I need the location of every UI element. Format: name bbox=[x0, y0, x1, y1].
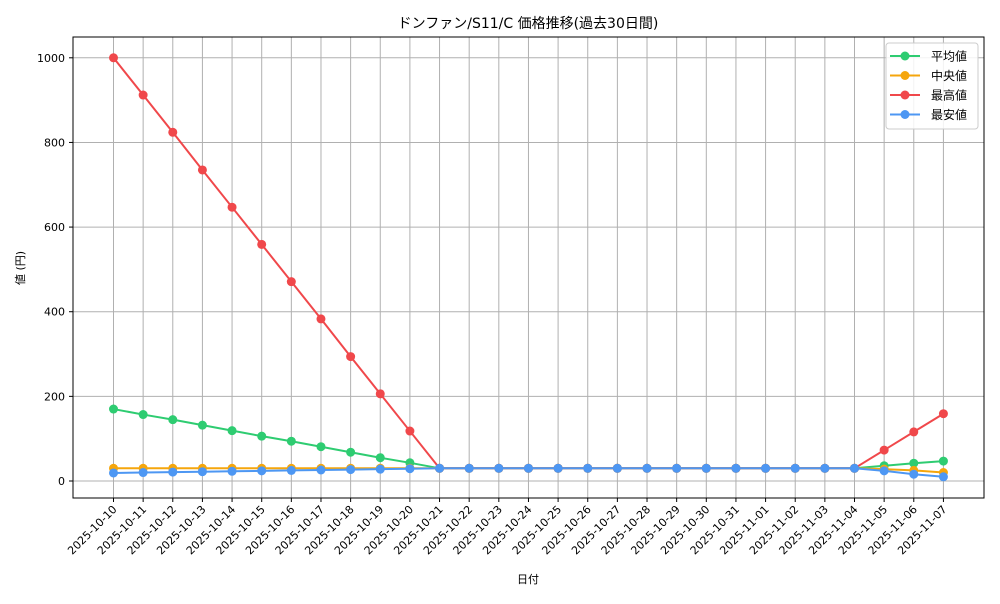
data-point bbox=[405, 426, 415, 436]
legend-marker-icon bbox=[900, 110, 910, 119]
data-point bbox=[227, 466, 237, 476]
data-point bbox=[938, 456, 948, 466]
data-point bbox=[286, 277, 296, 287]
data-point bbox=[316, 314, 326, 324]
data-point bbox=[257, 431, 267, 441]
data-point bbox=[346, 447, 356, 457]
series-layer bbox=[109, 53, 948, 482]
data-point bbox=[909, 469, 919, 479]
data-point bbox=[257, 466, 267, 476]
data-point bbox=[731, 463, 741, 473]
data-point bbox=[642, 463, 652, 473]
data-point bbox=[375, 389, 385, 399]
y-tick-label: 600 bbox=[44, 221, 65, 234]
data-point bbox=[109, 53, 118, 63]
data-point bbox=[138, 410, 148, 420]
y-axis-ticks: 0 200 400 600 800 1000 bbox=[37, 52, 73, 488]
data-point bbox=[168, 415, 178, 425]
legend-label: 最安値 bbox=[931, 107, 967, 122]
data-point bbox=[109, 404, 118, 414]
data-point bbox=[138, 468, 148, 478]
chart-title: ドンファン/S11/C 価格推移(過去30日間) bbox=[398, 16, 659, 32]
y-tick-label: 0 bbox=[58, 475, 65, 488]
data-point bbox=[138, 90, 148, 100]
data-point bbox=[257, 239, 267, 249]
y-tick-label: 800 bbox=[44, 136, 65, 149]
data-point bbox=[168, 467, 178, 477]
data-point bbox=[464, 463, 474, 473]
y-tick-label: 200 bbox=[44, 390, 65, 403]
y-tick-label: 400 bbox=[44, 306, 65, 319]
legend-item: 平均値 bbox=[890, 49, 967, 64]
legend-label: 最高値 bbox=[931, 88, 967, 103]
data-point bbox=[790, 463, 800, 473]
data-point bbox=[938, 409, 948, 419]
x-axis-label: 日付 bbox=[517, 573, 539, 586]
x-axis-ticks: 2025-10-102025-10-112025-10-122025-10-13… bbox=[65, 498, 950, 557]
legend-item: 中央値 bbox=[890, 68, 967, 83]
data-point bbox=[227, 202, 237, 212]
data-point bbox=[820, 463, 830, 473]
legend-marker-icon bbox=[900, 51, 910, 61]
data-point bbox=[553, 463, 563, 473]
y-axis-label: 値 (円) bbox=[14, 251, 27, 285]
data-point bbox=[879, 445, 889, 455]
data-point bbox=[286, 436, 296, 446]
data-point bbox=[168, 127, 178, 137]
data-point bbox=[346, 465, 356, 475]
data-point bbox=[316, 465, 326, 475]
data-point bbox=[316, 442, 326, 452]
legend-label: 平均値 bbox=[931, 49, 967, 64]
legend-item: 最安値 bbox=[890, 107, 967, 122]
data-point bbox=[701, 463, 711, 473]
legend-item: 最高値 bbox=[890, 88, 967, 103]
data-point bbox=[938, 472, 948, 482]
data-point bbox=[850, 463, 859, 473]
series-line bbox=[109, 463, 948, 482]
data-point bbox=[435, 463, 445, 473]
data-point bbox=[375, 453, 385, 463]
legend-marker-icon bbox=[900, 90, 910, 100]
data-point bbox=[346, 352, 356, 362]
data-point bbox=[405, 464, 415, 474]
legend-label: 中央値 bbox=[931, 68, 967, 83]
data-point bbox=[375, 464, 385, 474]
data-point bbox=[672, 463, 682, 473]
data-point bbox=[761, 463, 771, 473]
data-point bbox=[109, 468, 118, 478]
data-point bbox=[197, 165, 207, 175]
data-point bbox=[909, 458, 919, 468]
legend-box bbox=[885, 42, 979, 130]
data-point bbox=[197, 467, 207, 477]
y-tick-label: 1000 bbox=[37, 52, 65, 65]
data-point bbox=[227, 426, 237, 436]
legend-marker-icon bbox=[900, 71, 910, 80]
data-point bbox=[494, 463, 504, 473]
data-point bbox=[879, 466, 889, 476]
data-point bbox=[612, 463, 622, 473]
grid-lines bbox=[73, 37, 984, 498]
data-point bbox=[909, 427, 919, 437]
data-point bbox=[583, 463, 593, 473]
data-point bbox=[286, 465, 296, 475]
data-point bbox=[197, 420, 207, 430]
data-point bbox=[523, 463, 533, 473]
